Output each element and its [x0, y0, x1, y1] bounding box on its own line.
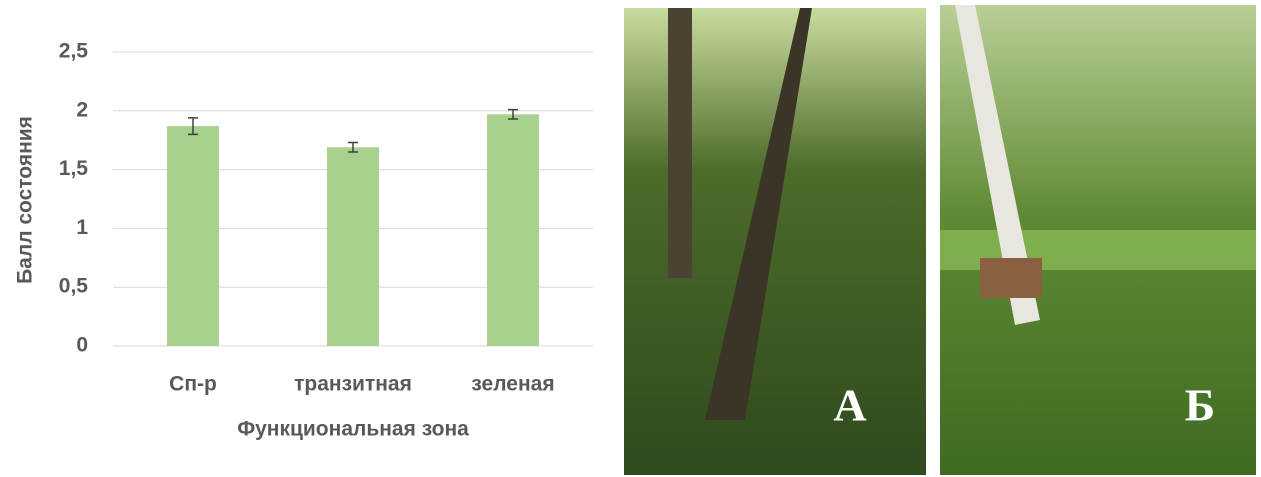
- y-axis-title: Балл состояния: [14, 116, 37, 284]
- x-axis-title: Функциональная зона: [237, 418, 469, 441]
- y-tick-label: 1,5: [59, 157, 89, 180]
- birch-trunk: [955, 5, 1040, 325]
- tree-trunk: [705, 8, 812, 420]
- error-bar: [508, 108, 518, 120]
- photo-label: Б: [1185, 380, 1215, 431]
- y-tick-label: 0: [76, 334, 88, 357]
- y-tick-label: 1: [76, 216, 88, 239]
- error-bar: [188, 117, 198, 136]
- bench: [980, 258, 1042, 298]
- photo-b: Б: [940, 5, 1256, 475]
- bar: [167, 126, 219, 346]
- photo-a: А: [624, 8, 926, 475]
- y-tick-label: 0,5: [59, 275, 89, 298]
- error-bar: [348, 141, 358, 153]
- bar: [487, 114, 539, 346]
- x-tick-label: зеленая: [471, 373, 554, 396]
- x-tick-label: Сп-р: [169, 373, 217, 396]
- y-tick-label: 2: [76, 98, 88, 121]
- tree-trunk: [668, 8, 692, 278]
- y-tick-label: 2,5: [59, 40, 89, 63]
- photo-label: А: [833, 380, 866, 431]
- x-tick-label: транзитная: [294, 373, 412, 396]
- bar: [327, 147, 379, 346]
